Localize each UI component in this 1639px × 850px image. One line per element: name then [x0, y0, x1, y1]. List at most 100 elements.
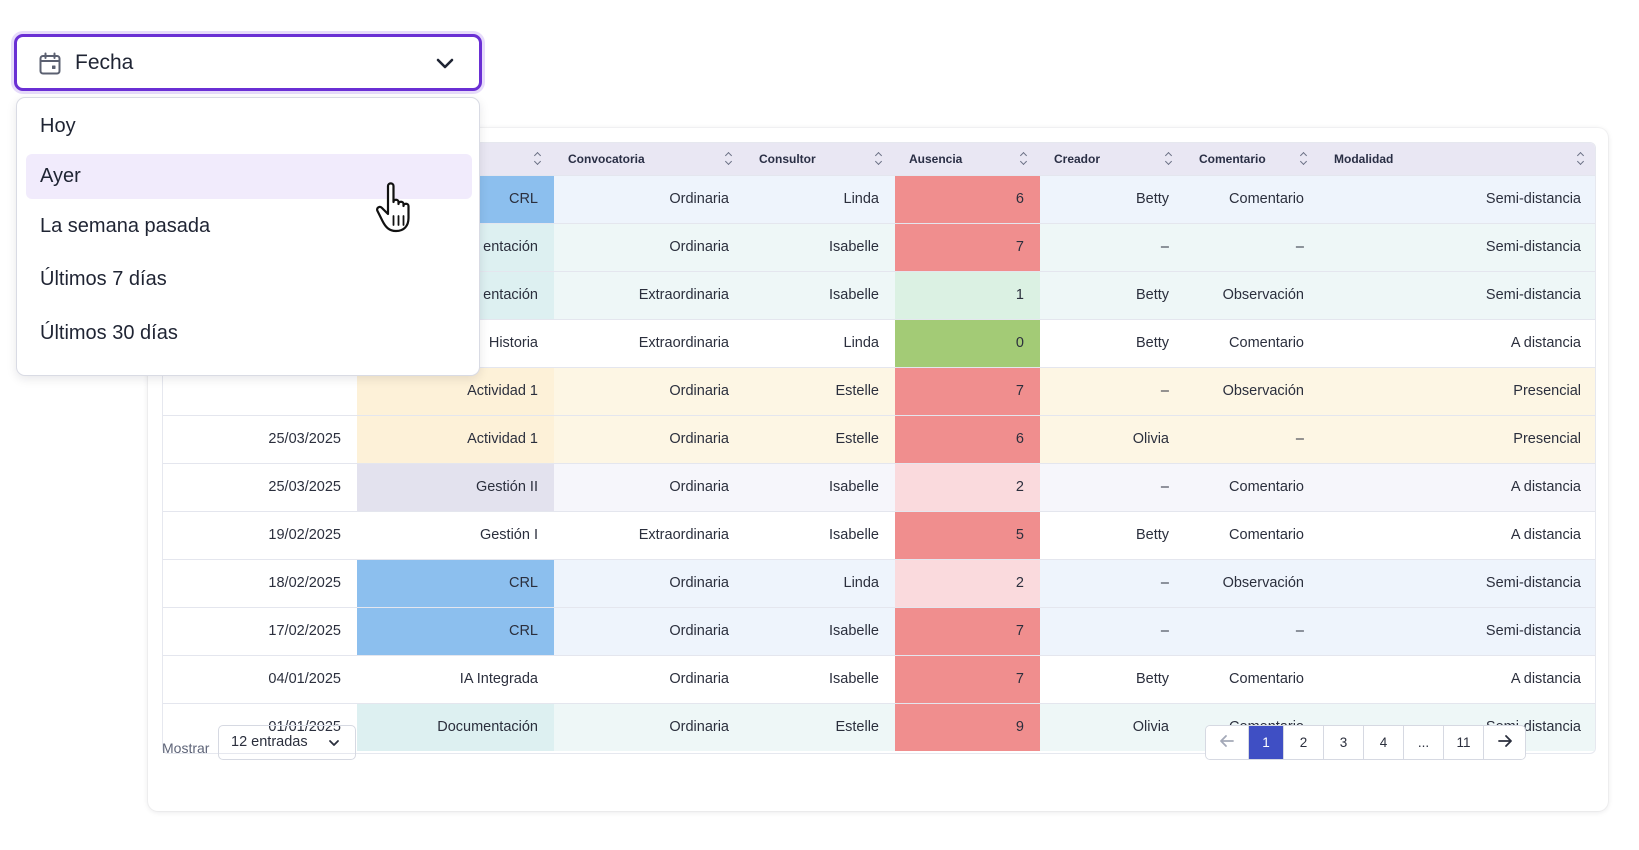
- table-row[interactable]: 19/02/2025 Gestión I Extraordinaria Isabell…: [163, 511, 1595, 559]
- column-header-label: Creador: [1054, 151, 1101, 166]
- cell-ausencia: 6: [895, 175, 1040, 223]
- column-header[interactable]: Creador: [1040, 143, 1185, 175]
- table-row[interactable]: 17/02/2025 CRL Ordinaria Isabelle 7– – Semi-di…: [163, 607, 1595, 655]
- cell-fecha: 18/02/2025: [163, 559, 357, 607]
- cell-consultor: Isabelle: [745, 223, 895, 271]
- cell-convocatoria: Ordinaria: [554, 415, 745, 463]
- cell-actividad: Actividad 1: [357, 415, 554, 463]
- date-filter-select[interactable]: Fecha: [14, 34, 482, 91]
- cell-comentario: –: [1185, 607, 1320, 655]
- sort-icon[interactable]: [1300, 152, 1308, 166]
- column-header[interactable]: Convocatoria: [554, 143, 745, 175]
- cell-ausencia: 7: [895, 367, 1040, 415]
- column-header-label: Convocatoria: [568, 151, 645, 166]
- cell-convocatoria: Ordinaria: [554, 223, 745, 271]
- column-header-label: Consultor: [759, 151, 816, 166]
- cell-convocatoria: Extraordinaria: [554, 511, 745, 559]
- cell-convocatoria: Ordinaria: [554, 703, 745, 751]
- sort-icon[interactable]: [1020, 152, 1028, 166]
- date-option[interactable]: Ayer: [26, 154, 472, 199]
- entries-per-page-select[interactable]: 12 entradas: [218, 725, 356, 760]
- table-row[interactable]: 04/01/2025 IA Integrada Ordinaria Isabelle 7…: [163, 655, 1595, 703]
- cell-consultor: Linda: [745, 319, 895, 367]
- cell-convocatoria: Ordinaria: [554, 175, 745, 223]
- cell-modalidad: Semi-distancia: [1320, 271, 1595, 319]
- cell-ausencia: 2: [895, 463, 1040, 511]
- page-button[interactable]: ...: [1403, 726, 1443, 759]
- cell-convocatoria: Ordinaria: [554, 367, 745, 415]
- sort-icon[interactable]: [1577, 152, 1585, 166]
- page-button[interactable]: 3: [1323, 726, 1363, 759]
- cell-actividad: Documentación: [357, 703, 554, 751]
- cell-ausencia: 6: [895, 415, 1040, 463]
- chevron-down-icon: [327, 736, 341, 754]
- cell-comentario: Observación: [1185, 367, 1320, 415]
- cell-ausencia: 1: [895, 271, 1040, 319]
- cell-comentario: Observación: [1185, 271, 1320, 319]
- date-option[interactable]: Hoy: [40, 115, 76, 137]
- cell-creador: –: [1040, 223, 1185, 271]
- cell-modalidad: Presencial: [1320, 415, 1595, 463]
- cell-modalidad: A distancia: [1320, 655, 1595, 703]
- column-header-label: Ausencia: [909, 151, 963, 166]
- arrow-right-icon: [1497, 734, 1513, 751]
- page-button[interactable]: 11: [1443, 726, 1483, 759]
- cell-consultor: Isabelle: [745, 271, 895, 319]
- cell-comentario: Comentario: [1185, 655, 1320, 703]
- cell-creador: –: [1040, 559, 1185, 607]
- cell-consultor: Estelle: [745, 703, 895, 751]
- cell-ausencia: 9: [895, 703, 1040, 751]
- column-header[interactable]: Ausencia: [895, 143, 1040, 175]
- column-header-label: Comentario: [1199, 151, 1266, 166]
- sort-icon[interactable]: [725, 152, 733, 166]
- date-option[interactable]: La semana pasada: [40, 215, 211, 237]
- table-row[interactable]: 18/02/2025 CRL Ordinaria Linda 2– Observación…: [163, 559, 1595, 607]
- cell-consultor: Isabelle: [745, 607, 895, 655]
- cell-creador: Olivia: [1040, 703, 1185, 751]
- date-filter-label: Fecha: [75, 51, 134, 74]
- column-header[interactable]: Comentario: [1185, 143, 1320, 175]
- cell-fecha: 25/03/2025: [163, 463, 357, 511]
- cell-convocatoria: Ordinaria: [554, 559, 745, 607]
- sort-icon[interactable]: [1165, 152, 1173, 166]
- cell-comentario: Comentario: [1185, 319, 1320, 367]
- chevron-down-icon: [435, 55, 455, 76]
- cell-consultor: Linda: [745, 559, 895, 607]
- page-button[interactable]: 2: [1283, 726, 1323, 759]
- cell-creador: Betty: [1040, 175, 1185, 223]
- cell-convocatoria: Ordinaria: [554, 655, 745, 703]
- cell-consultor: Isabelle: [745, 463, 895, 511]
- page-button[interactable]: 4: [1363, 726, 1403, 759]
- cell-creador: Olivia: [1040, 415, 1185, 463]
- sort-icon[interactable]: [534, 152, 542, 166]
- prev-page-button[interactable]: [1206, 726, 1248, 759]
- pagination: 1 2 3 4... 11: [1205, 725, 1526, 760]
- cell-comentario: Comentario: [1185, 463, 1320, 511]
- table-row[interactable]: 25/03/2025 Actividad 1 Ordinaria Estelle 6 Ol…: [163, 415, 1595, 463]
- table-row[interactable]: Actividad 1 Ordinaria Estelle 7– Observación…: [163, 367, 1595, 415]
- column-header[interactable]: Modalidad: [1320, 143, 1595, 175]
- cell-actividad: CRL: [357, 607, 554, 655]
- cell-consultor: Estelle: [745, 415, 895, 463]
- column-header[interactable]: Consultor: [745, 143, 895, 175]
- cell-modalidad: A distancia: [1320, 319, 1595, 367]
- cell-creador: –: [1040, 367, 1185, 415]
- cell-comentario: –: [1185, 415, 1320, 463]
- date-option[interactable]: Últimos 30 días: [40, 322, 178, 344]
- cell-ausencia: 2: [895, 559, 1040, 607]
- sort-icon[interactable]: [875, 152, 883, 166]
- cell-consultor: Isabelle: [745, 511, 895, 559]
- page-button[interactable]: 1: [1248, 726, 1283, 759]
- cell-fecha: 25/03/2025: [163, 415, 357, 463]
- cell-modalidad: Semi-distancia: [1320, 559, 1595, 607]
- cell-ausencia: 7: [895, 655, 1040, 703]
- cell-modalidad: Semi-distancia: [1320, 175, 1595, 223]
- date-option[interactable]: Últimos 7 días: [40, 268, 167, 290]
- cell-ausencia: 7: [895, 223, 1040, 271]
- hand-pointer-cursor: [374, 180, 420, 239]
- cell-comentario: Comentario: [1185, 511, 1320, 559]
- cell-modalidad: A distancia: [1320, 463, 1595, 511]
- next-page-button[interactable]: [1483, 726, 1525, 759]
- cell-modalidad: A distancia: [1320, 511, 1595, 559]
- table-row[interactable]: 25/03/2025 Gestión II Ordinaria Isabelle 2– C…: [163, 463, 1595, 511]
